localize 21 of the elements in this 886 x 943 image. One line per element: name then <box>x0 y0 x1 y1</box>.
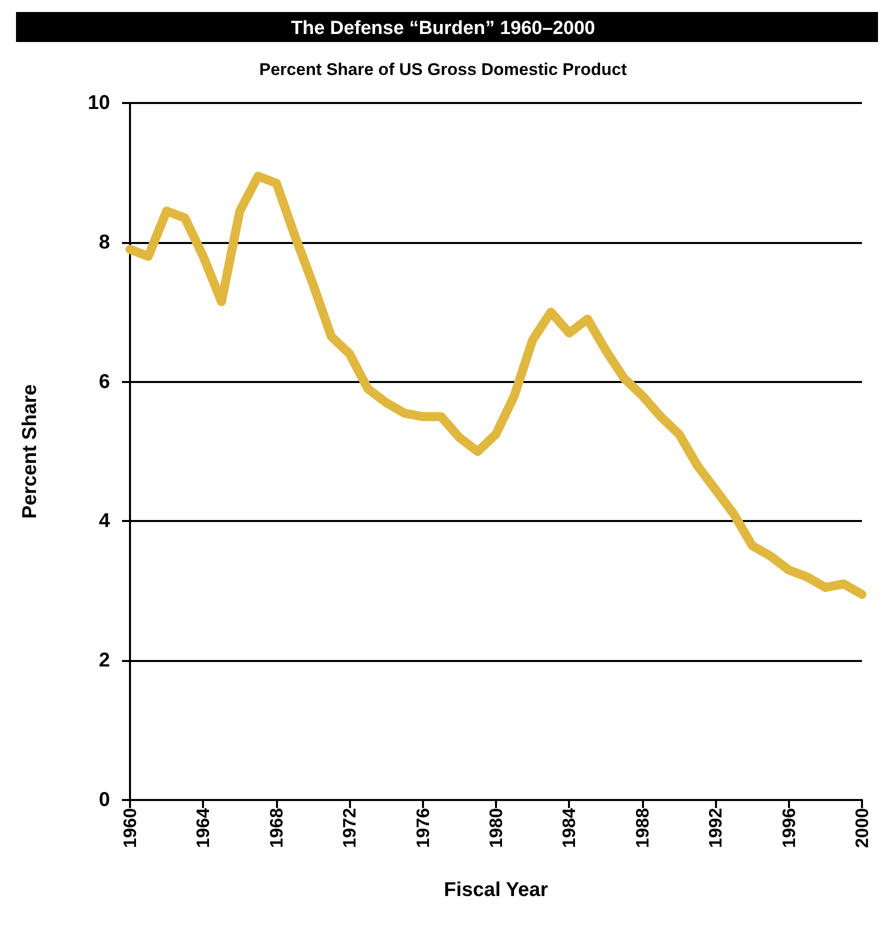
x-axis-title: Fiscal Year <box>444 879 548 901</box>
x-tick-label: 1968 <box>266 808 286 848</box>
x-tick-label: 1992 <box>706 808 726 848</box>
x-tick-label: 1976 <box>412 808 433 848</box>
y-tick-label: 10 <box>88 92 110 114</box>
chart-title: The Defense “Burden” 1960–2000 <box>290 18 596 39</box>
y-axis-title: Percent Share <box>19 384 41 519</box>
x-tick-label: 1960 <box>120 808 140 848</box>
x-tick-label: 1980 <box>486 808 506 848</box>
y-tick-label: 2 <box>98 650 110 672</box>
y-tick-label: 6 <box>98 370 110 393</box>
y-tick-label: 8 <box>98 231 110 254</box>
x-tick-label: 1988 <box>632 808 652 848</box>
x-tick-label: 1996 <box>778 808 799 848</box>
x-tick-label: 1972 <box>340 808 360 848</box>
x-tick-label: 2000 <box>852 808 872 848</box>
chart-subtitle: Percent Share of US Gross Domestic Product <box>259 60 628 79</box>
x-tick-label: 1984 <box>559 808 580 848</box>
y-tick-label: 4 <box>98 510 111 532</box>
y-tick-label: 0 <box>98 789 110 811</box>
x-tick-label: 1964 <box>193 808 214 848</box>
